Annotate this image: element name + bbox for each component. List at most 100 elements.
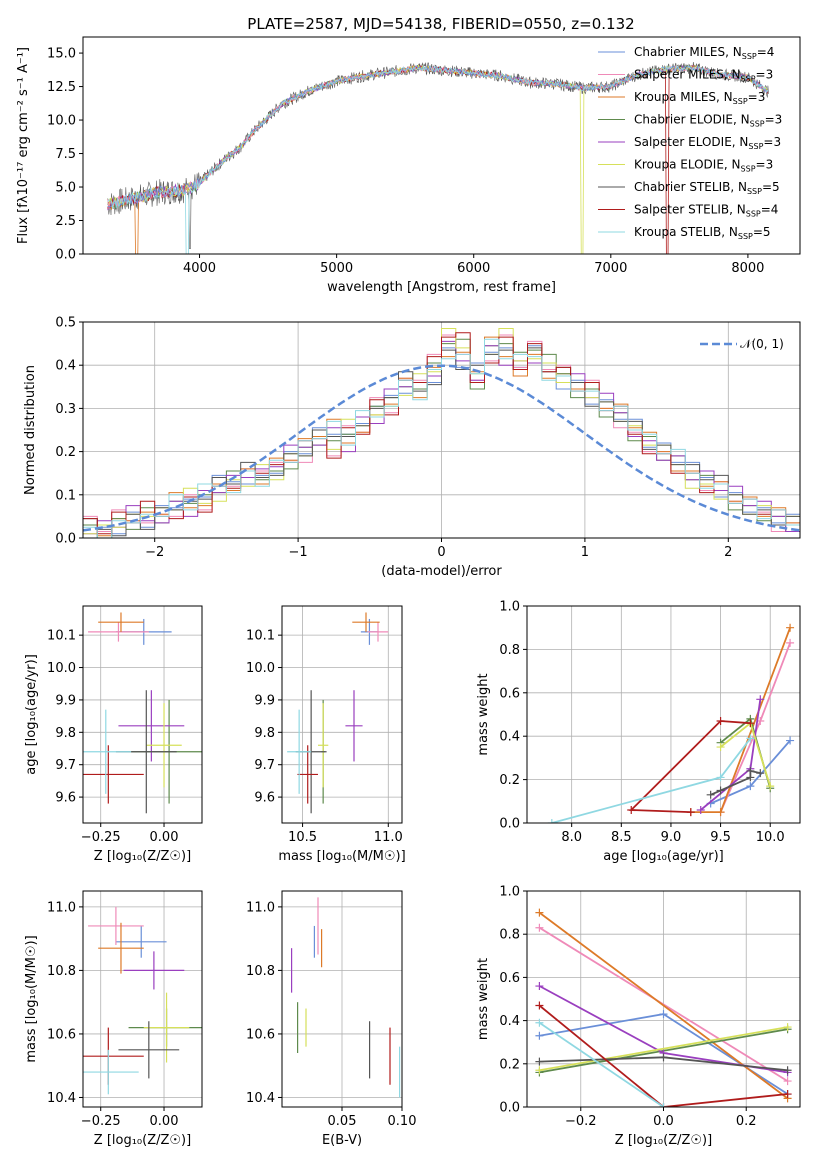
y-tick-label: 0.0 bbox=[499, 817, 520, 832]
legend-label: Chabrier STELIB, NSSP=5 bbox=[634, 180, 780, 196]
weight-line bbox=[629, 720, 751, 813]
y-tick-label: 7.5 bbox=[55, 147, 76, 162]
age-vs-mass-panel: 10.5 11.0 9.6 9.7 9.8 9.9 10.0 10.1 mass [log₁₀(… bbox=[246, 605, 406, 864]
weight-marker bbox=[535, 1018, 544, 1027]
x-axis-label: E(B-V) bbox=[322, 1133, 362, 1148]
y-tick-label: 0.0 bbox=[55, 532, 76, 547]
weight-marker bbox=[783, 1066, 792, 1075]
weight-marker bbox=[746, 782, 755, 791]
legend-label: Salpeter ELODIE, NSSP=3 bbox=[634, 135, 781, 151]
x-tick-label: 11.0 bbox=[374, 830, 403, 845]
legend-text: Chabrier STELIB, N bbox=[634, 180, 747, 194]
x-tick-label: −1 bbox=[289, 545, 308, 560]
weight-marker bbox=[783, 1023, 792, 1032]
legend-text: Salpeter ELODIE, N bbox=[634, 135, 748, 149]
weight-marker bbox=[535, 1066, 544, 1075]
axes-frame bbox=[82, 605, 203, 824]
legend-label: Kroupa MILES, NSSP=3 bbox=[634, 90, 765, 106]
y-tick-label: 0.6 bbox=[499, 971, 520, 986]
grid bbox=[83, 891, 202, 1107]
figure-title: PLATE=2587, MJD=54138, FIBERID=0550, z=0… bbox=[247, 15, 634, 33]
weight-marker bbox=[786, 638, 795, 647]
legend-text: Kroupa MILES, N bbox=[634, 90, 733, 104]
x-axis-label: Z [log₁₀(Z/Z☉)] bbox=[615, 1133, 712, 1148]
y-tick-label: 5.0 bbox=[55, 181, 76, 196]
residual-histogram-panel: −2 −1 0 1 2 0.0 0.1 0.2 0.3 0.4 0.5 (data-model)/er… bbox=[23, 316, 801, 579]
legend-label: Salpeter MILES, NSSP=3 bbox=[634, 68, 773, 84]
x-tick-label: 4000 bbox=[183, 261, 216, 276]
y-tick-label: 0.4 bbox=[55, 359, 76, 374]
weight-vs-age-panel: 8.0 8.5 9.0 9.5 10.0 0.0 0.2 0.4 0.6 0.8 1.0 age [l… bbox=[476, 600, 801, 864]
weight-lines bbox=[547, 623, 795, 823]
y-tick-label: 0.6 bbox=[499, 686, 520, 701]
y-axis-label: mass weight bbox=[476, 958, 491, 1040]
axes-frame bbox=[82, 321, 801, 539]
weight-marker bbox=[716, 786, 725, 795]
x-axis-label: mass [log₁₀(M/M☉)] bbox=[278, 849, 405, 864]
legend-subscript: SSP bbox=[733, 97, 748, 106]
x-tick-label: 2 bbox=[724, 545, 732, 560]
weight-marker bbox=[547, 819, 556, 823]
legend-subscript: SSP bbox=[741, 165, 756, 174]
weight-marker bbox=[627, 805, 636, 814]
x-tick-label: −0.2 bbox=[565, 1114, 597, 1129]
legend-count: =3 bbox=[756, 68, 774, 82]
y-tick-label: 12.5 bbox=[47, 80, 76, 95]
weight-marker bbox=[716, 773, 725, 782]
y-tick-label: 10.6 bbox=[47, 1027, 76, 1042]
x-tick-label: 5000 bbox=[320, 261, 353, 276]
y-tick-label: 9.6 bbox=[254, 791, 275, 806]
x-axis-label: Z [log₁₀(Z/Z☉)] bbox=[94, 1133, 191, 1148]
y-tick-label: 0.1 bbox=[55, 488, 76, 503]
x-tick-label: 1 bbox=[581, 545, 589, 560]
legend-count: =3 bbox=[763, 135, 781, 149]
y-axis-label: Flux [fλ10⁻¹⁷ erg cm⁻² s⁻¹ A⁻¹] bbox=[16, 47, 31, 244]
y-axis-label: mass [log₁₀(M/M☉)] bbox=[24, 935, 39, 1062]
weight-marker bbox=[746, 734, 755, 743]
y-tick-label: 1.0 bbox=[499, 600, 520, 615]
x-tick-label: 0.2 bbox=[736, 1114, 757, 1129]
y-tick-label: 0.0 bbox=[55, 248, 76, 263]
legend-subscript: SSP bbox=[750, 120, 765, 129]
histogram-step bbox=[83, 338, 800, 538]
mass-vs-metallicity-panel: −0.25 0.00 10.4 10.6 10.8 11.0 Z [log₁₀(Z/Z☉)]… bbox=[24, 890, 203, 1148]
weight-marker bbox=[659, 1010, 668, 1019]
y-tick-label: 9.6 bbox=[55, 791, 76, 806]
axes-frame bbox=[526, 890, 801, 1108]
x-tick-label: 0.0 bbox=[653, 1114, 674, 1129]
y-tick-label: 0.4 bbox=[499, 730, 520, 745]
weight-marker bbox=[535, 982, 544, 991]
legend-subscript: SSP bbox=[741, 75, 756, 84]
y-tick-label: 0.3 bbox=[55, 402, 76, 417]
axes-frame bbox=[281, 890, 403, 1108]
legend-subscript: SSP bbox=[746, 210, 761, 219]
y-tick-label: 0.2 bbox=[499, 773, 520, 788]
y-tick-label: 10.4 bbox=[47, 1091, 76, 1106]
weight-marker bbox=[716, 717, 725, 726]
axes-frame bbox=[82, 36, 801, 255]
weight-marker bbox=[756, 769, 765, 778]
legend-count: =3 bbox=[765, 113, 783, 127]
legend-count: =3 bbox=[756, 158, 774, 172]
age-vs-metallicity-panel: −0.25 0.00 9.6 9.7 9.8 9.9 10.0 10.1 Z [log₁₀(Z/… bbox=[24, 605, 203, 864]
weight-marker bbox=[535, 923, 544, 932]
x-tick-label: 10.5 bbox=[288, 830, 317, 845]
weight-marker bbox=[706, 790, 715, 799]
legend-subscript: SSP bbox=[742, 52, 757, 61]
y-tick-label: 15.0 bbox=[47, 47, 76, 62]
x-tick-label: 7000 bbox=[594, 261, 627, 276]
weight-marker bbox=[786, 623, 795, 632]
y-tick-label: 9.8 bbox=[254, 726, 275, 741]
weight-marker bbox=[766, 782, 775, 791]
weight-marker bbox=[783, 1077, 792, 1086]
weight-line bbox=[539, 1026, 788, 1072]
x-tick-label: −2 bbox=[145, 545, 164, 560]
weight-marker bbox=[696, 805, 705, 814]
y-tick-label: 10.0 bbox=[47, 661, 76, 676]
y-tick-label: 10.1 bbox=[47, 629, 76, 644]
y-axis-label: Normed distribution bbox=[23, 365, 38, 495]
weight-marker bbox=[716, 743, 725, 752]
y-tick-label: 9.8 bbox=[55, 726, 76, 741]
